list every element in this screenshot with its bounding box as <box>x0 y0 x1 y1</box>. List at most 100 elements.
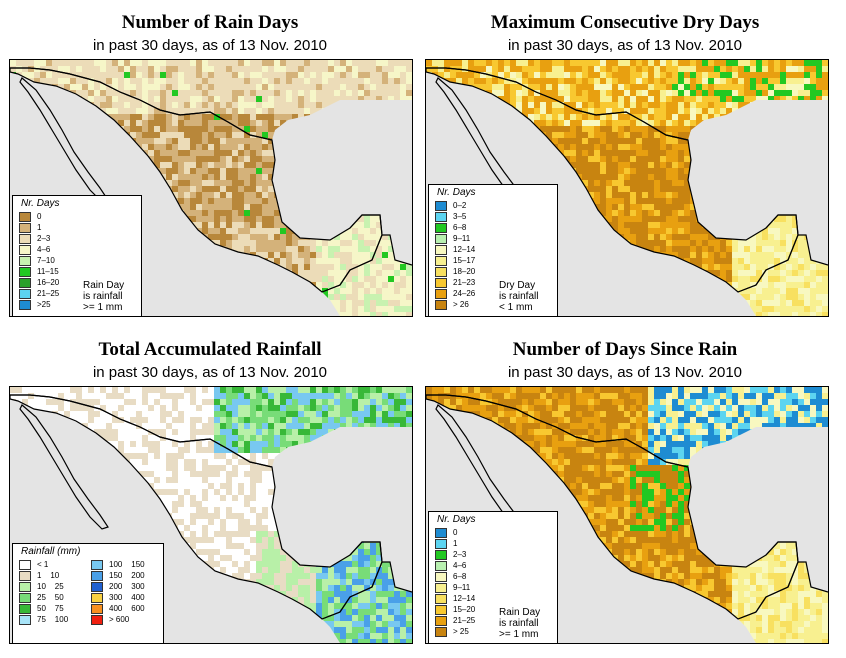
legend-note: Rain Day is rainfall >= 1 mm <box>83 280 125 313</box>
legend-swatch <box>435 582 447 593</box>
legend-item: 1 10 <box>13 570 85 581</box>
panel-subtitle-rain-days: in past 30 days, as of 13 Nov. 2010 <box>92 37 328 54</box>
legend-label: 21–25 <box>453 616 476 625</box>
legend-swatch <box>435 560 447 571</box>
country-borders <box>10 394 412 620</box>
legend-item: 18–20 <box>429 266 557 277</box>
legend-item: 9–11 <box>429 582 557 593</box>
legend-swatch <box>91 570 103 581</box>
legend-item: 400 600 <box>85 603 145 614</box>
legend-label: 4–6 <box>37 245 51 254</box>
legend-item: >25 <box>13 299 141 310</box>
legend-label: 9–11 <box>453 583 471 592</box>
legend-item: 1 <box>13 222 141 233</box>
legend-label: < 1 <box>37 560 49 569</box>
legend-label: 15–17 <box>453 256 476 265</box>
legend-swatch <box>19 222 31 233</box>
legend-label: 6–8 <box>453 223 467 232</box>
legend-label: 1 <box>453 539 458 548</box>
legend-label: 3–5 <box>453 212 467 221</box>
legend-swatch <box>435 277 447 288</box>
legend-item: 0–2 <box>429 200 557 211</box>
legend-label: > 25 <box>453 627 469 636</box>
legend-item: 21–23 <box>429 277 557 288</box>
legend-label: 4–6 <box>453 561 467 570</box>
legend-swatch <box>19 244 31 255</box>
legend-swatch <box>91 559 103 570</box>
legend-swatch <box>19 581 31 592</box>
map-legend: Nr. Days 0–2 3–5 6–8 9–11 12–14 15–17 18–20 21–2… <box>428 184 558 316</box>
legend-label: > 600 <box>109 615 130 624</box>
legend-swatch <box>435 571 447 582</box>
legend-item: 25 50 <box>13 592 85 603</box>
legend-item: 75 100 <box>13 614 85 625</box>
legend-swatch <box>435 527 447 538</box>
legend-item: 2–3 <box>429 549 557 560</box>
legend-title: Nr. Days <box>437 187 476 198</box>
legend-swatch <box>435 615 447 626</box>
legend-item: 0 <box>429 527 557 538</box>
panel-title-rainfall: Total Accumulated Rainfall <box>98 339 322 360</box>
legend-item: 200 300 <box>85 581 145 592</box>
legend-swatch <box>19 559 31 570</box>
legend-label: 16–20 <box>37 278 60 287</box>
legend-item: 21–25 <box>429 615 557 626</box>
legend-label: 75 100 <box>37 615 69 624</box>
legend-item: 4–6 <box>429 560 557 571</box>
legend-swatch <box>19 592 31 603</box>
legend-label: 24–26 <box>453 289 476 298</box>
legend-swatch <box>19 299 31 310</box>
legend-swatch <box>19 570 31 581</box>
legend-swatch <box>91 614 103 625</box>
legend-swatch <box>435 604 447 615</box>
legend-label: 7–10 <box>37 256 55 265</box>
legend-label: 21–25 <box>37 289 60 298</box>
legend-swatch <box>435 211 447 222</box>
legend-swatch <box>19 255 31 266</box>
legend-label: 150 200 <box>109 571 145 580</box>
legend-swatch <box>91 581 103 592</box>
legend-label: 15–20 <box>453 605 476 614</box>
legend-swatch <box>19 211 31 222</box>
legend-swatch <box>19 266 31 277</box>
legend-label: 9–11 <box>453 234 471 243</box>
map-panel-days-since-rain: Nr. Days 0 1 2–3 4–6 6–8 9–11 12–14 15–20 21–25 > … <box>425 386 829 644</box>
legend-label: 10 25 <box>37 582 64 591</box>
legend-item: 15–20 <box>429 604 557 615</box>
legend-item: 3–5 <box>429 211 557 222</box>
legend-swatch <box>19 277 31 288</box>
legend-label: 12–14 <box>453 245 476 254</box>
country-borders <box>426 67 828 293</box>
panel-title-dry-days: Maximum Consecutive Dry Days <box>490 12 760 33</box>
legend-item: 0 <box>13 211 141 222</box>
legend-item: 16–20 <box>13 277 141 288</box>
legend-item: 6–8 <box>429 222 557 233</box>
legend-swatch <box>435 593 447 604</box>
legend-swatch <box>19 614 31 625</box>
legend-item: 1 <box>429 538 557 549</box>
legend-item: > 600 <box>85 614 145 625</box>
legend-swatch <box>435 222 447 233</box>
legend-label: 200 300 <box>109 582 145 591</box>
legend-item: > 25 <box>429 626 557 637</box>
legend-item: 21–25 <box>13 288 141 299</box>
legend-swatch <box>19 233 31 244</box>
legend-item: 12–14 <box>429 244 557 255</box>
legend-note: Rain Day is rainfall >= 1 mm <box>499 607 541 640</box>
legend-label: 100 150 <box>109 560 145 569</box>
legend-swatch <box>435 549 447 560</box>
legend-item: 12–14 <box>429 593 557 604</box>
legend-swatch <box>91 603 103 614</box>
map-panel-rainfall: Rainfall (mm) < 1 1 10 10 25 25 50 50 75 75 10… <box>9 386 413 644</box>
panel-title-rain-days: Number of Rain Days <box>121 12 299 33</box>
legend-swatch <box>435 255 447 266</box>
legend-label: 1 <box>37 223 42 232</box>
legend-item: 4–6 <box>13 244 141 255</box>
panel-title-days-since-rain: Number of Days Since Rain <box>512 339 738 360</box>
legend-label: 21–23 <box>453 278 476 287</box>
legend-label: 25 50 <box>37 593 64 602</box>
map-panel-dry-days: Nr. Days 0–2 3–5 6–8 9–11 12–14 15–17 18–20 21–2… <box>425 59 829 317</box>
legend-item: 150 200 <box>85 570 145 581</box>
legend-swatch <box>435 288 447 299</box>
legend-label: > 26 <box>453 300 469 309</box>
